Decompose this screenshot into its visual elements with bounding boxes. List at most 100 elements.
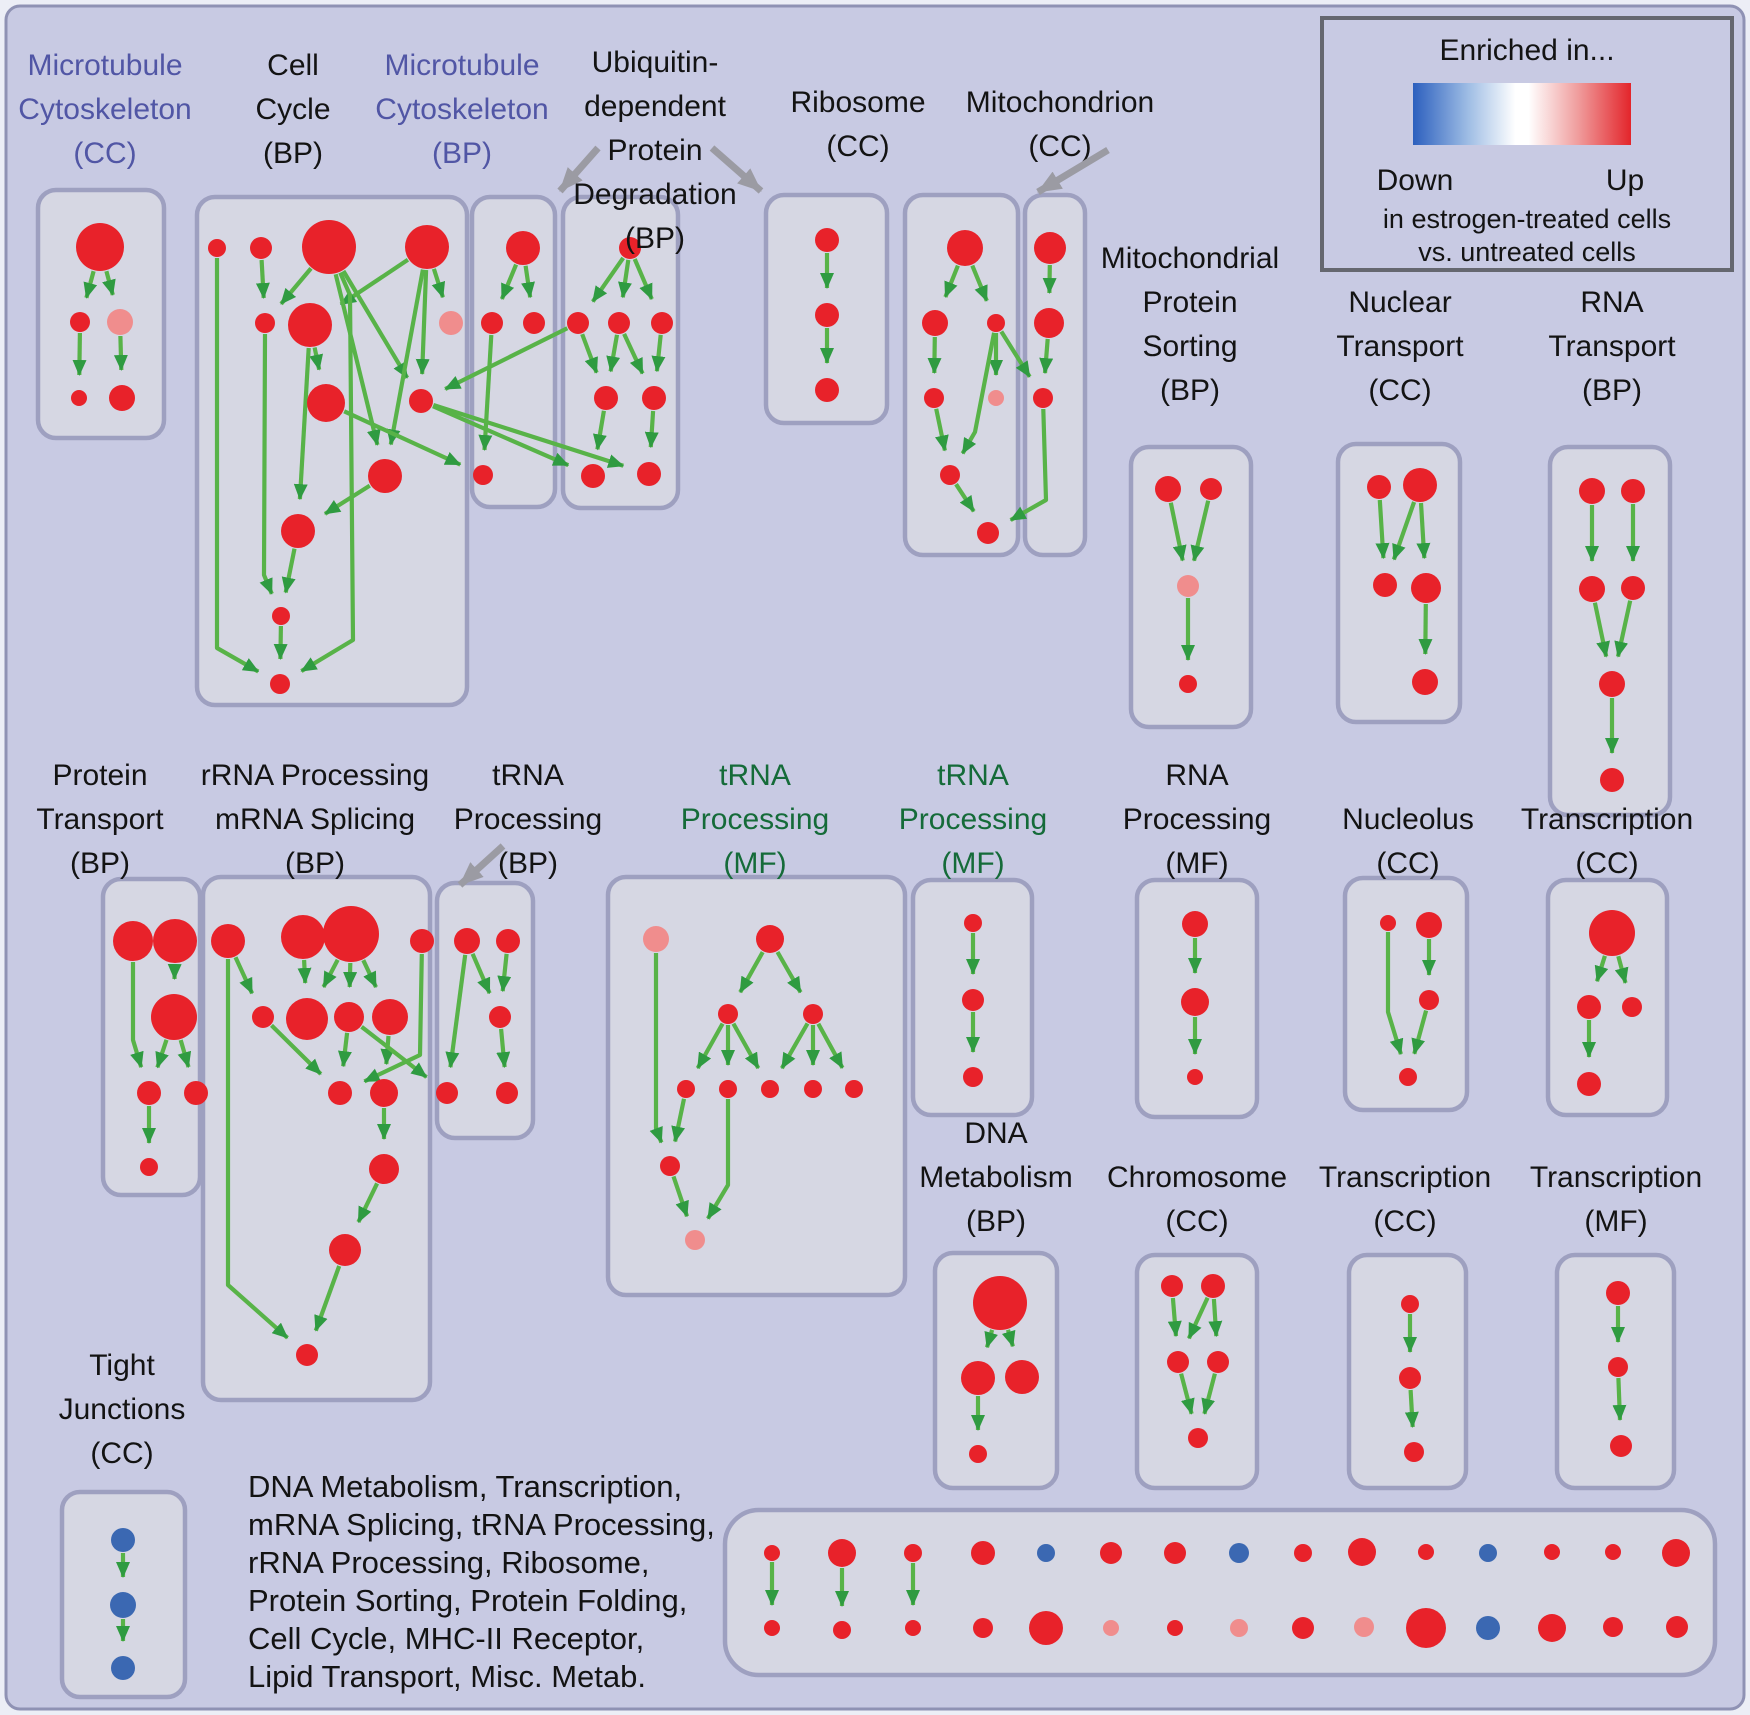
go-term-node-red — [1538, 1614, 1566, 1642]
go-term-node-red — [405, 225, 449, 269]
go-term-node-red — [660, 1156, 680, 1176]
edge-arrow — [470, 952, 492, 995]
mixed-categories-text: mRNA Splicing, tRNA Processing, — [248, 1507, 715, 1542]
edge-arrow — [927, 336, 942, 374]
go-term-node-red — [286, 998, 328, 1040]
go-term-node-red — [334, 1002, 364, 1032]
cluster-label-protein-transport: Protein — [52, 759, 147, 792]
go-term-node-red — [924, 388, 944, 408]
go-term-node-red — [964, 914, 982, 932]
edge-arrow — [591, 256, 625, 303]
edge-arrow — [671, 1098, 687, 1143]
cluster-box-mixed-categories — [722, 1507, 1718, 1678]
cluster-label-nuclear-transport: Nuclear — [1348, 286, 1451, 319]
edge-arrow — [934, 408, 949, 452]
edge-arrow — [497, 953, 512, 993]
edge-arrow — [954, 483, 976, 513]
edge-arrow — [984, 1329, 998, 1349]
edge-arrow — [1168, 502, 1187, 562]
cluster-label-microtubule-bp: (BP) — [432, 137, 492, 170]
go-term-node-pink — [1230, 1619, 1248, 1637]
go-term-node-red — [1292, 1617, 1314, 1639]
edge-arrow — [225, 959, 289, 1340]
cluster-label-rna-processing-mf: Processing — [1123, 803, 1271, 836]
go-term-node-red — [756, 925, 784, 953]
cluster-label-rrna-mrna: mRNA Splicing — [215, 803, 415, 836]
go-term-node-red — [718, 1004, 738, 1024]
go-term-node-red — [1401, 1295, 1419, 1313]
cluster-label-mitochondrion: (CC) — [1028, 130, 1091, 163]
go-term-node-red — [1201, 1274, 1225, 1298]
go-term-node-red — [70, 312, 90, 332]
go-term-node-red — [296, 1344, 318, 1366]
go-term-node-red — [1164, 1542, 1186, 1564]
edge-arrow — [738, 951, 765, 994]
cluster-label-trna-mf-large: (MF) — [723, 847, 786, 880]
go-term-node-red — [1622, 997, 1642, 1017]
go-term-node-red — [1033, 388, 1053, 408]
cluster-box-trna-mf-large — [605, 874, 908, 1298]
edge-arrow — [1009, 408, 1049, 522]
edge-arrow — [816, 1022, 845, 1069]
go-term-node-red — [971, 1541, 995, 1565]
edge-arrow — [1167, 1297, 1182, 1338]
cluster-label-ubiquitin-degradation: dependent — [584, 90, 726, 123]
go-term-node-blue — [1229, 1543, 1249, 1563]
edge-arrow — [313, 1265, 342, 1332]
edge-arrow — [1001, 1329, 1016, 1348]
edge-arrow — [309, 347, 324, 371]
edge-arrow — [499, 263, 519, 300]
cluster-box-dna-metabolism — [932, 1250, 1060, 1491]
cluster-label-rna-transport: (BP) — [1582, 374, 1642, 407]
edge-arrow — [1592, 602, 1610, 658]
go-term-node-blue — [111, 1528, 135, 1552]
legend-title: Enriched in... — [1439, 34, 1614, 67]
go-term-node-red — [1380, 915, 1396, 931]
go-term-node-red — [1418, 1544, 1434, 1560]
go-term-node-red — [1610, 1435, 1632, 1457]
go-term-node-red — [307, 384, 345, 422]
edge-arrow — [363, 953, 424, 1084]
cluster-label-dna-metabolism: DNA — [964, 1117, 1027, 1150]
go-term-node-red — [651, 312, 673, 334]
go-term-node-red — [973, 1276, 1027, 1330]
edge-arrow — [671, 1175, 689, 1218]
edge-arrow — [775, 950, 803, 994]
network-edges — [72, 253, 1640, 1642]
go-term-node-red — [1621, 479, 1645, 503]
edge-arrow — [343, 962, 358, 988]
cluster-label-mitochondrion: Mitochondrion — [966, 86, 1154, 119]
edge-arrow — [592, 410, 607, 451]
cluster-label-dna-metabolism: Metabolism — [919, 1161, 1072, 1194]
cluster-label-tight-junctions: Junctions — [59, 1393, 186, 1426]
go-term-node-red — [1577, 1072, 1601, 1096]
edge-arrow — [496, 1028, 511, 1069]
go-term-node-red — [370, 1079, 398, 1107]
go-term-node-red — [113, 921, 153, 961]
cluster-label-transcription-mf: Transcription — [1530, 1161, 1702, 1194]
edge-arrow — [695, 1022, 725, 1070]
cluster-label-nuclear-transport: Transport — [1336, 330, 1464, 363]
cluster-label-transcription-cc-lower: (CC) — [1373, 1205, 1436, 1238]
go-term-node-red — [1200, 478, 1222, 500]
go-term-node-red — [1181, 988, 1209, 1016]
edge-arrow — [177, 1039, 192, 1069]
edge-arrow — [432, 404, 570, 468]
go-term-node-pink — [1354, 1617, 1374, 1637]
edge-arrow — [279, 267, 313, 306]
edge-arrow — [360, 1025, 428, 1079]
go-term-node-red — [1161, 1275, 1183, 1297]
go-term-node-red — [436, 1082, 458, 1104]
cluster-label-microtubule-cc: (CC) — [73, 137, 136, 170]
go-term-node-red — [372, 999, 408, 1035]
go-term-node-red — [1608, 1357, 1628, 1377]
cluster-label-trna-bp: (BP) — [498, 847, 558, 880]
edge-arrow — [444, 326, 569, 391]
edge-arrow — [214, 258, 260, 674]
go-term-node-red — [137, 1081, 161, 1105]
go-term-node-pink — [107, 309, 133, 335]
cluster-label-nucleolus: Nucleolus — [1342, 803, 1474, 836]
edge-arrow — [386, 269, 425, 446]
go-term-node-red — [904, 1544, 922, 1562]
edge-arrow — [273, 625, 288, 660]
